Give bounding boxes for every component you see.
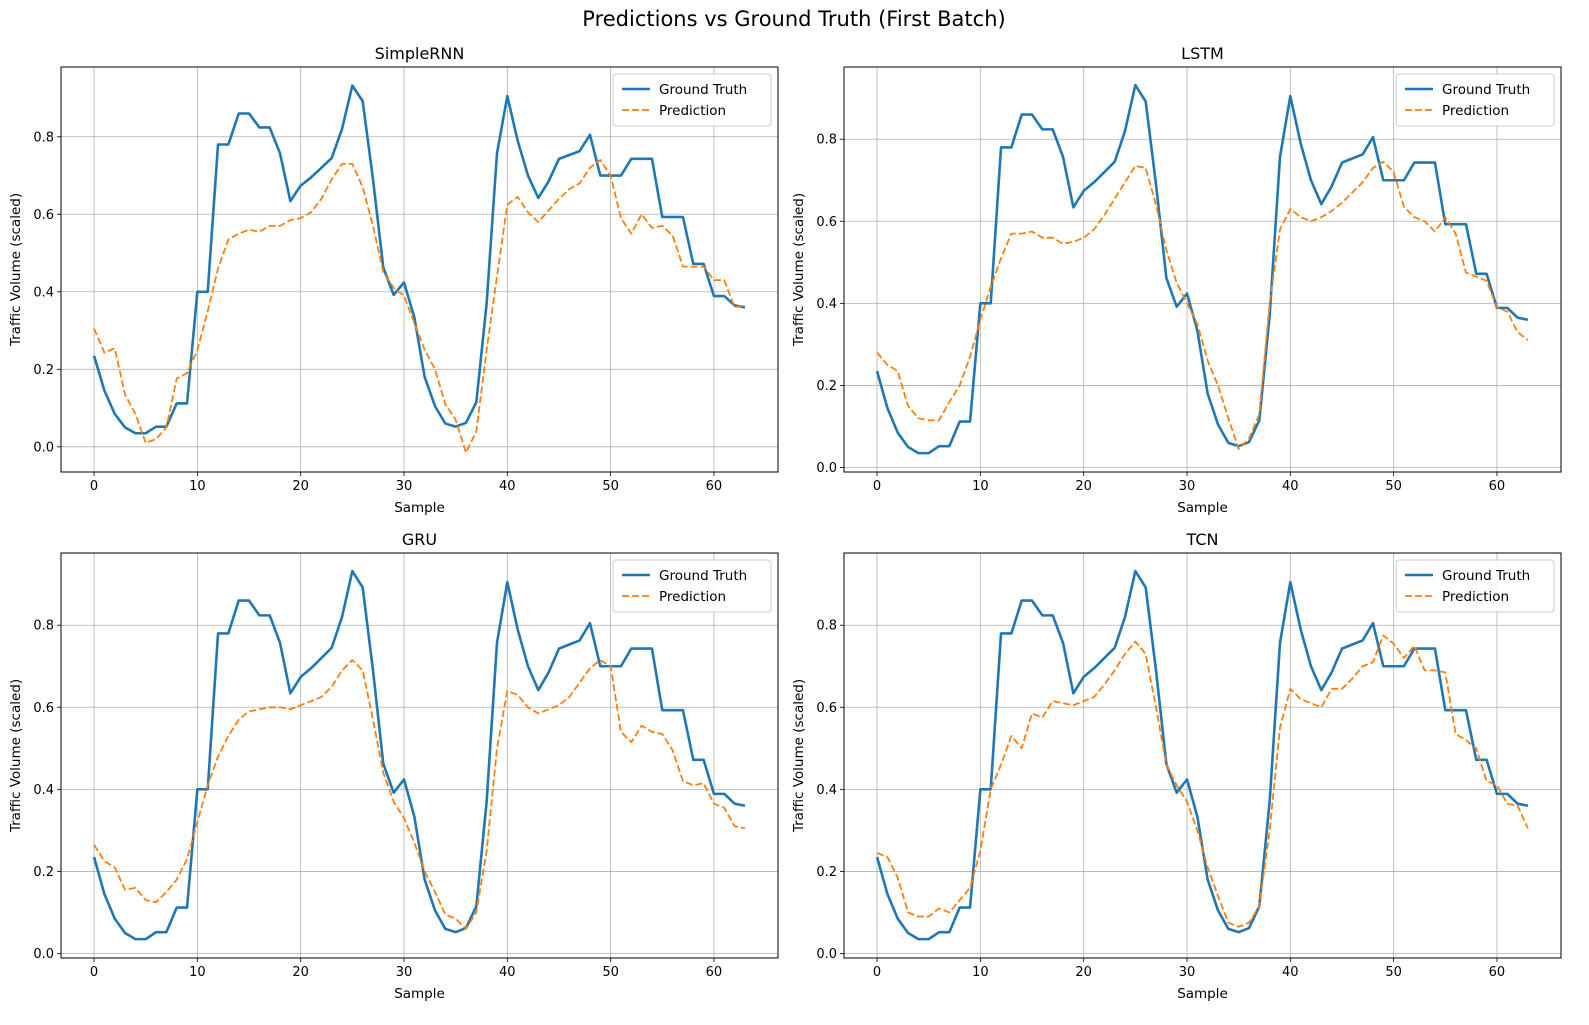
- x-tick-label: 0: [90, 965, 98, 980]
- series-line-ground-truth: [92, 569, 746, 941]
- legend-label: Prediction: [659, 103, 726, 119]
- x-tick-label: 60: [706, 479, 723, 494]
- x-tick-label: 20: [292, 965, 309, 980]
- x-tick-label: 60: [1489, 479, 1506, 494]
- legend-box: [612, 559, 772, 613]
- x-tick-label: 20: [1075, 479, 1092, 494]
- legend-label: Ground Truth: [1442, 568, 1530, 584]
- x-tick-label: 30: [396, 479, 413, 494]
- x-tick-label: 20: [292, 479, 309, 494]
- axes-frame: [60, 552, 779, 959]
- legend-label: Ground Truth: [659, 82, 747, 98]
- legend: Ground Truth Prediction: [1395, 73, 1555, 127]
- x-tick-label: 10: [189, 965, 206, 980]
- y-tick-label: 0.6: [33, 208, 54, 223]
- axes-frame: [843, 66, 1562, 473]
- legend-label: Ground Truth: [1442, 82, 1530, 98]
- subplot-title: SimpleRNN: [375, 44, 465, 63]
- y-tick-label: 0.2: [816, 865, 837, 880]
- y-tick-label: 0.0: [33, 440, 54, 455]
- x-tick-label: 10: [189, 479, 206, 494]
- x-tick-label: 40: [1282, 965, 1299, 980]
- x-tick-label: 0: [90, 479, 98, 494]
- y-tick-label: 0.0: [816, 461, 837, 476]
- y-tick-label: 0.2: [816, 379, 837, 394]
- y-tick-label: 0.0: [816, 947, 837, 962]
- subplot-gru: 0 10 20 30 40 50 60 0.0 0.2 0.4 0.6 0.8 GRU Sample Tra…: [8, 530, 779, 1002]
- series-line-ground-truth: [875, 569, 1529, 941]
- x-tick-label: 0: [873, 965, 881, 980]
- legend-label: Prediction: [1442, 589, 1509, 605]
- legend: Ground Truth Prediction: [612, 559, 772, 613]
- x-tick-label: 10: [972, 479, 989, 494]
- subplot-title: TCN: [1186, 530, 1219, 549]
- x-tick-label: 30: [1179, 965, 1196, 980]
- legend: Ground Truth Prediction: [612, 73, 772, 127]
- series-line-prediction: [876, 634, 1529, 928]
- x-tick-label: 60: [706, 965, 723, 980]
- subplot-tcn: 0 10 20 30 40 50 60 0.0 0.2 0.4 0.6 0.8 TCN Sample Tra…: [791, 530, 1562, 1002]
- y-tick-label: 0.6: [33, 701, 54, 716]
- y-tick-label: 0.8: [33, 130, 54, 145]
- subplot-simplernn: 0 10 20 30 40 50 60 0.0 0.2 0.4 0.6 0.8 SimpleRNN Sam…: [8, 44, 779, 516]
- y-tick-label: 0.8: [816, 619, 837, 634]
- x-tick-label: 60: [1489, 965, 1506, 980]
- legend-box: [1395, 559, 1555, 613]
- axes-frame: [60, 66, 779, 473]
- x-tick-label: 40: [499, 965, 516, 980]
- y-axis-label: Traffic Volume (scaled): [791, 679, 807, 833]
- x-tick-label: 50: [1385, 479, 1402, 494]
- figure-suptitle: Predictions vs Ground Truth (First Batch…: [582, 7, 1005, 31]
- y-tick-label: 0.0: [33, 947, 54, 962]
- subplots-grid: 0 10 20 30 40 50 60 0.0 0.2 0.4 0.6 0.8 SimpleRNN Sam…: [8, 44, 1562, 1002]
- y-tick-label: 0.4: [33, 783, 54, 798]
- subplot-title: GRU: [402, 530, 437, 549]
- y-tick-label: 0.4: [33, 285, 54, 300]
- legend-label: Prediction: [1442, 103, 1509, 119]
- x-tick-label: 50: [602, 479, 619, 494]
- y-axis-label: Traffic Volume (scaled): [8, 193, 24, 347]
- legend-label: Ground Truth: [659, 568, 747, 584]
- x-tick-label: 40: [1282, 479, 1299, 494]
- x-axis-label: Sample: [394, 500, 445, 516]
- series-line-ground-truth: [875, 83, 1529, 455]
- y-tick-label: 0.4: [816, 297, 837, 312]
- series-line-prediction: [876, 160, 1529, 450]
- y-tick-label: 0.6: [816, 215, 837, 230]
- x-tick-label: 50: [1385, 965, 1402, 980]
- legend: Ground Truth Prediction: [1395, 559, 1555, 613]
- x-tick-label: 30: [1179, 479, 1196, 494]
- axes-frame: [843, 552, 1562, 959]
- legend-box: [1395, 73, 1555, 127]
- legend-label: Prediction: [659, 589, 726, 605]
- y-tick-label: 0.8: [816, 133, 837, 148]
- series-line-prediction: [93, 659, 746, 930]
- y-tick-label: 0.6: [816, 701, 837, 716]
- x-tick-label: 40: [499, 479, 516, 494]
- legend-box: [612, 73, 772, 127]
- series-line-prediction: [93, 159, 746, 454]
- series-line-ground-truth: [92, 84, 746, 435]
- x-tick-label: 0: [873, 479, 881, 494]
- y-axis-label: Traffic Volume (scaled): [8, 679, 24, 833]
- y-tick-label: 0.2: [33, 865, 54, 880]
- y-tick-label: 0.8: [33, 619, 54, 634]
- x-tick-label: 20: [1075, 965, 1092, 980]
- y-tick-label: 0.4: [816, 783, 837, 798]
- subplot-title: LSTM: [1181, 44, 1224, 63]
- x-tick-label: 10: [972, 965, 989, 980]
- y-tick-label: 0.2: [33, 363, 54, 378]
- x-axis-label: Sample: [394, 986, 445, 1002]
- x-tick-label: 50: [602, 965, 619, 980]
- x-axis-label: Sample: [1177, 500, 1228, 516]
- y-axis-label: Traffic Volume (scaled): [791, 193, 807, 347]
- x-tick-label: 30: [396, 965, 413, 980]
- x-axis-label: Sample: [1177, 986, 1228, 1002]
- subplot-lstm: 0 10 20 30 40 50 60 0.0 0.2 0.4 0.6 0.8 LSTM Sample Tr…: [791, 44, 1562, 516]
